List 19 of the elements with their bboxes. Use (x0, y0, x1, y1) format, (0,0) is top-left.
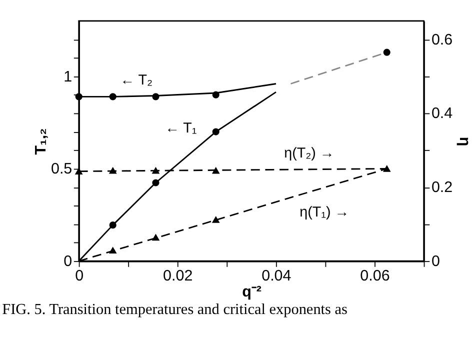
y2-tick-label: 0.2 (431, 179, 453, 196)
annotation: ← T₁ (165, 120, 197, 136)
y2-tick-label: 0.6 (431, 31, 453, 48)
y-tick-label: 0.5 (50, 160, 72, 178)
y2-axis-title: η (456, 136, 473, 146)
caption: FIG. 5. Transition temperatures and critical exponents as (2, 300, 348, 318)
y-tick-label: 1 (64, 68, 72, 86)
annotation: ← T₂ (120, 72, 153, 88)
x-tick-label: 0.02 (163, 267, 193, 284)
y2-tick-label: 0 (431, 253, 440, 270)
x-tick-label: 0.04 (262, 267, 292, 284)
annotation: η(T₁) → (300, 204, 350, 220)
annotation: η(T₂) → (284, 146, 334, 162)
x-tick-label: 0.06 (360, 267, 390, 284)
y-tick-label: 0 (64, 253, 72, 270)
y-axis-title: T₁,₂ (32, 128, 50, 155)
x-tick-label: 0 (75, 267, 84, 284)
y2-tick-label: 0.4 (431, 105, 454, 122)
x-axis-title: q⁻² (242, 283, 262, 300)
